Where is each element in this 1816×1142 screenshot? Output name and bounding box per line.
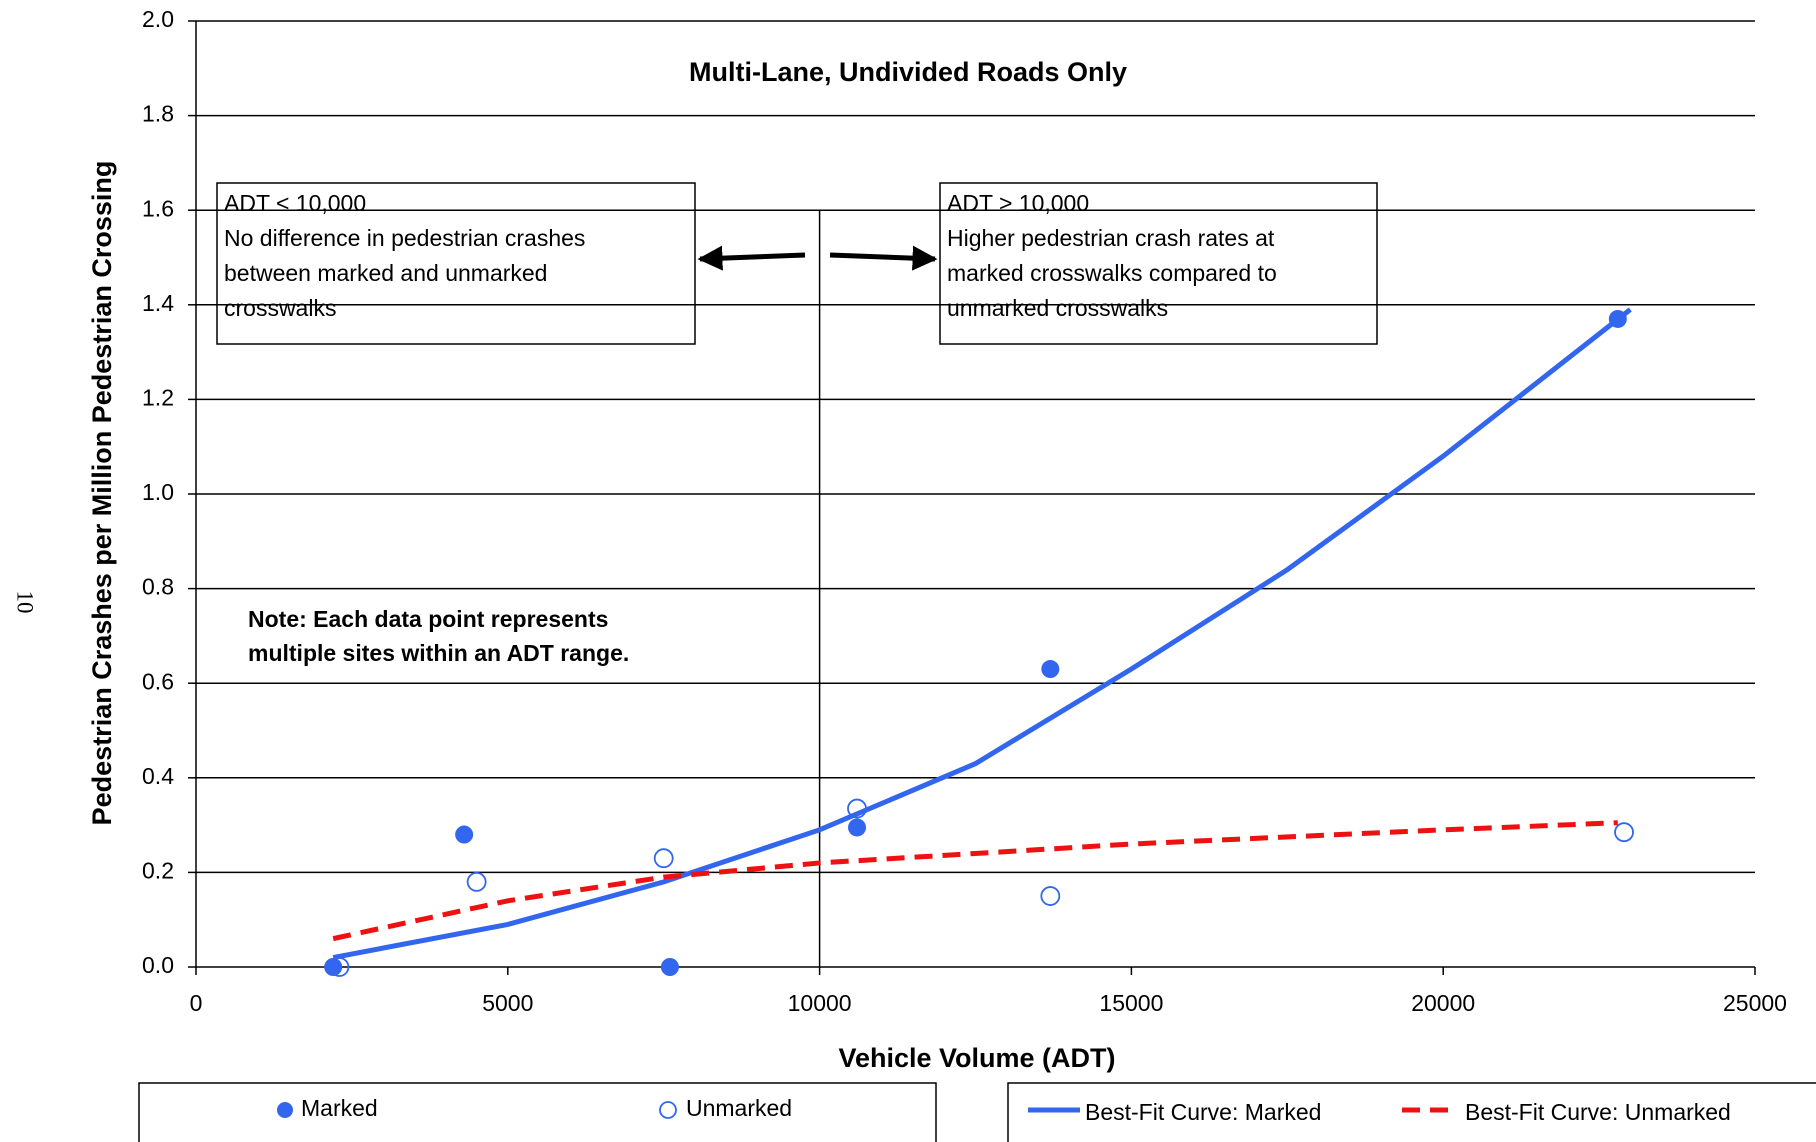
y-tick-label: 1.8 — [142, 101, 174, 127]
y-tick-label: 0.2 — [142, 857, 174, 883]
x-tick-label: 0 — [190, 990, 203, 1016]
unmarked-point — [1614, 822, 1634, 843]
x-tick-label: 10000 — [788, 990, 852, 1016]
unmarked-point — [1040, 886, 1061, 906]
annotation-text: ADT < 10,000 — [224, 190, 366, 216]
annotation-text: No difference in pedestrian crashes — [224, 225, 585, 251]
fit-curve — [332, 307, 1632, 960]
legend-label: Marked — [301, 1095, 378, 1121]
x-axis-title: Vehicle Volume (ADT) — [838, 1043, 1115, 1073]
annotation-text: Higher pedestrian crash rates at — [947, 225, 1275, 251]
annotation-text: ADT > 10,000 — [947, 190, 1089, 216]
x-tick-label: 5000 — [482, 990, 533, 1016]
legend-marker — [277, 1102, 293, 1118]
annotation-text: between marked and unmarked — [224, 260, 547, 286]
annotation-text: marked crosswalks compared to — [947, 260, 1277, 286]
page-number: 10 — [13, 591, 38, 614]
unmarked-point — [653, 848, 674, 869]
y-tick-label: 1.2 — [142, 384, 174, 410]
y-tick-label: 1.0 — [142, 479, 174, 505]
annotation-text: crosswalks — [224, 295, 336, 321]
y-tick-label: 0.4 — [142, 763, 174, 789]
x-tick-label: 20000 — [1411, 990, 1475, 1016]
marked-point — [455, 825, 474, 844]
legend-box — [138, 1082, 937, 1142]
arrow — [697, 245, 806, 271]
y-tick-label: 0.6 — [142, 668, 174, 694]
x-tick-label: 15000 — [1099, 990, 1163, 1016]
y-axis-title: Pedestrian Crashes per Million Pedestria… — [87, 161, 117, 826]
legend-label: Best-Fit Curve: Marked — [1085, 1099, 1321, 1125]
marked-point — [848, 818, 867, 837]
annotation-text: unmarked crosswalks — [947, 295, 1168, 321]
y-tick-label: 1.4 — [142, 290, 174, 316]
marked-point — [660, 958, 679, 976]
x-tick-label: 25000 — [1723, 990, 1787, 1016]
y-tick-label: 1.6 — [142, 195, 174, 221]
legend-marker — [659, 1101, 677, 1119]
y-tick-label: 0.8 — [142, 574, 174, 600]
legend-label: Best-Fit Curve: Unmarked — [1465, 1099, 1731, 1125]
marked-point — [1041, 660, 1060, 679]
arrow — [829, 245, 938, 271]
marked-point — [324, 958, 343, 976]
note-text: multiple sites within an ADT range. — [248, 640, 629, 666]
unmarked-point — [466, 871, 487, 892]
chart-title: Multi-Lane, Undivided Roads Only — [689, 57, 1127, 87]
note-text: Note: Each data point represents — [248, 606, 608, 632]
legend-label: Unmarked — [686, 1095, 792, 1121]
y-tick-label: 2.0 — [142, 6, 174, 32]
y-tick-label: 0.0 — [142, 952, 174, 978]
fit-curve — [332, 820, 1618, 942]
